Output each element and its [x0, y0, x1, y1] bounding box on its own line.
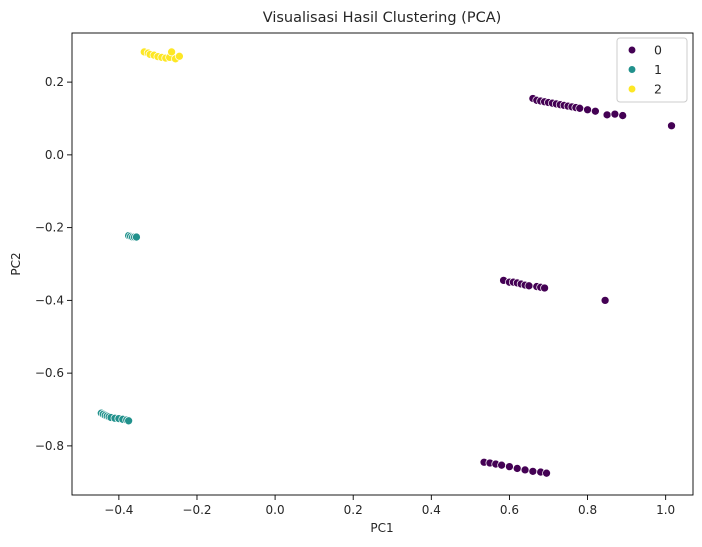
plot-area-frame: [71, 32, 694, 496]
x-tick-label: 0.8: [578, 503, 597, 517]
point-series-0: [524, 281, 534, 291]
point-series-0: [618, 111, 628, 120]
marks-layer: [96, 47, 676, 478]
y-tick-label: −0.2: [35, 221, 64, 235]
point-series-0: [602, 110, 612, 120]
x-tick-label: 0.4: [422, 503, 441, 517]
point-series-0: [520, 465, 530, 475]
point-series-2: [167, 47, 176, 57]
y-axis: −0.8 −0.6 −0.4 −0.2 0.0 0.2: [35, 75, 72, 453]
x-axis: −0.4 −0.2 0.0 0.2 0.4 0.6 0.8 1.0: [104, 495, 675, 517]
y-tick-label: −0.6: [35, 366, 64, 380]
point-series-0: [528, 467, 538, 476]
y-tick-label: −0.4: [35, 293, 64, 307]
chart-title: Visualisasi Hasil Clustering (PCA): [263, 10, 502, 26]
x-tick-label: 0.0: [266, 503, 285, 517]
y-tick-label: 0.2: [45, 75, 64, 89]
legend-label-1: 1: [654, 62, 662, 77]
point-series-0: [512, 464, 522, 473]
legend-label-0: 0: [654, 43, 662, 58]
x-tick-label: 0.2: [344, 503, 363, 517]
legend-marker-1: [627, 65, 637, 74]
point-series-0: [505, 462, 514, 471]
point-series-0: [583, 105, 592, 115]
point-series-1: [124, 416, 133, 426]
legend-label-2: 2: [654, 82, 662, 97]
point-series-2: [175, 51, 184, 61]
x-tick-label: 0.6: [500, 503, 519, 517]
x-tick-label: 1.0: [656, 503, 675, 517]
y-tick-label: −0.8: [35, 439, 64, 453]
point-series-0: [591, 106, 600, 116]
legend-marker-0: [627, 45, 637, 55]
y-axis-label: PC2: [9, 252, 23, 275]
x-axis-label: PC1: [370, 521, 393, 535]
point-series-0: [610, 109, 620, 119]
x-tick-label: −0.2: [182, 503, 211, 517]
point-series-0: [540, 283, 549, 293]
point-series-0: [667, 121, 676, 131]
point-series-0: [542, 468, 551, 478]
point-series-1: [132, 232, 141, 242]
legend-marker-2: [627, 84, 637, 94]
point-series-0: [575, 103, 585, 113]
legend-box: [616, 37, 688, 103]
legend: 0 1 2: [616, 37, 688, 103]
point-series-0: [600, 296, 610, 305]
x-tick-label: −0.4: [104, 503, 133, 517]
point-series-0: [497, 460, 506, 470]
y-tick-label: 0.0: [45, 148, 64, 162]
